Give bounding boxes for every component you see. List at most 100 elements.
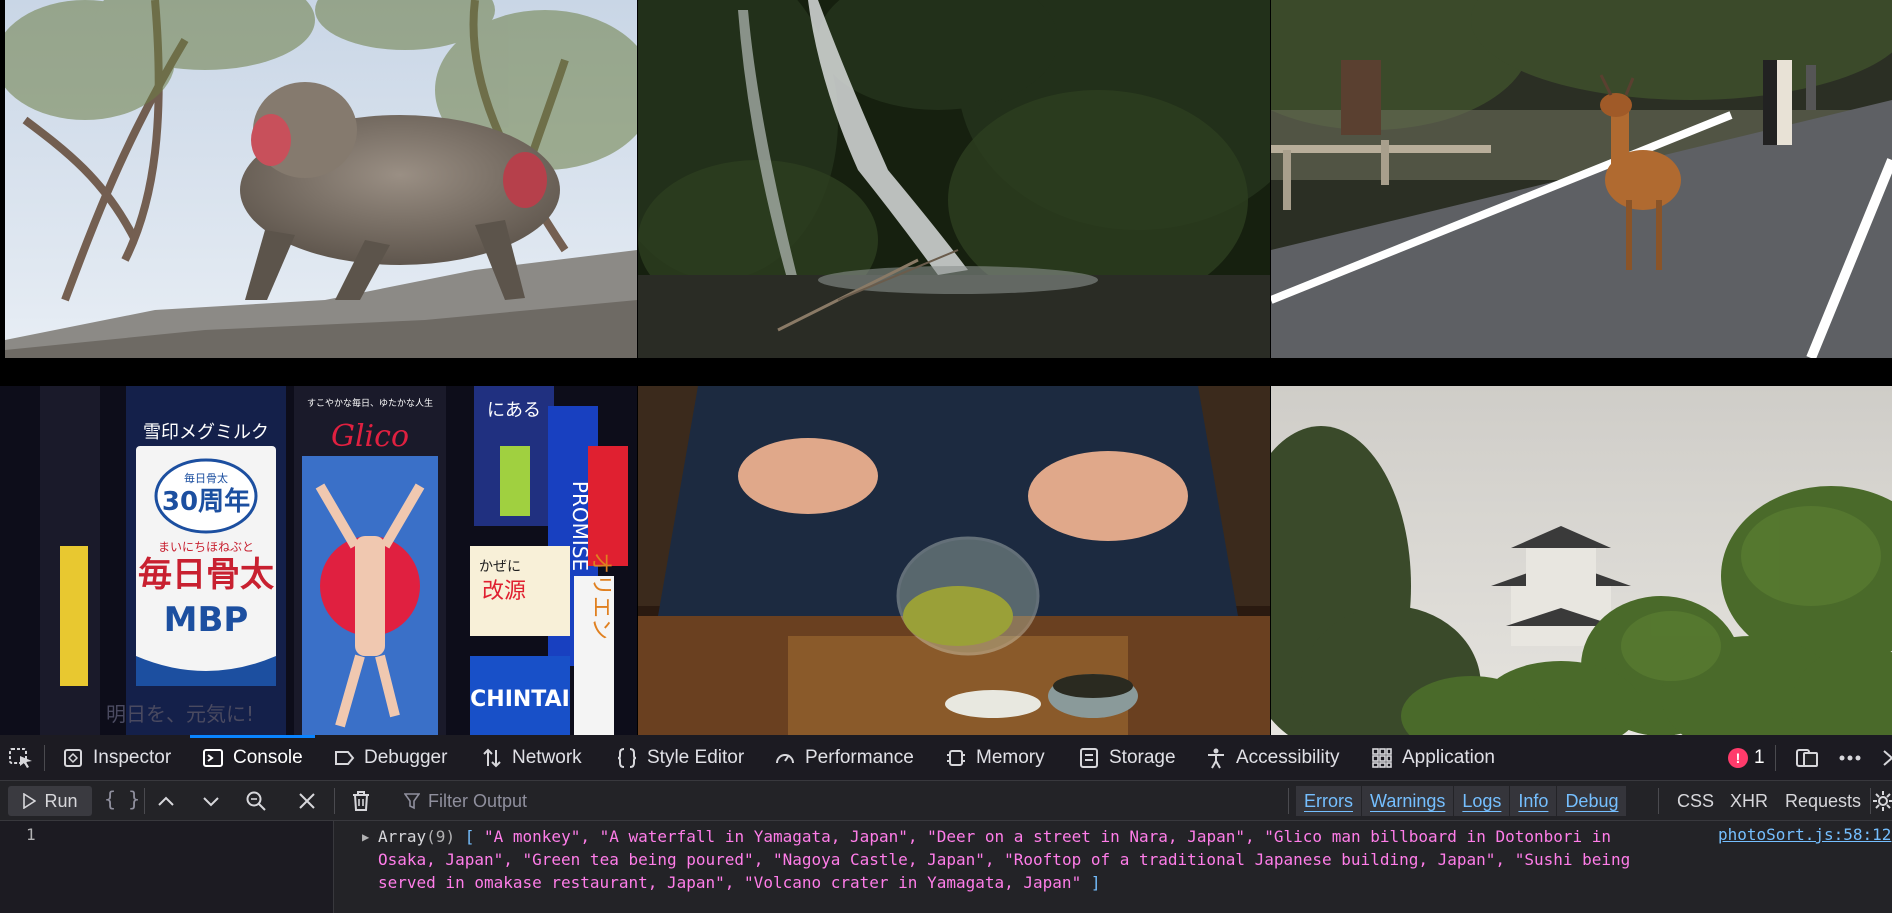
pretty-print-button[interactable]: { }	[104, 787, 141, 811]
editor-line-number: 1	[26, 825, 36, 844]
element-picker-icon[interactable]	[8, 747, 34, 769]
log-item: "Sushi being served in omakase restauran…	[378, 850, 1640, 892]
chevron-down-icon[interactable]	[200, 790, 222, 812]
filter-logs-button[interactable]: Logs	[1454, 786, 1511, 816]
billboard-tagline-text: すこやかな毎日、ゆたかな人生	[307, 397, 433, 409]
tab-inspector[interactable]: Inspector	[62, 735, 171, 781]
expand-triangle-icon[interactable]: ▶	[362, 830, 370, 844]
tab-debugger-label: Debugger	[364, 747, 448, 768]
tab-application[interactable]: Application	[1371, 735, 1495, 781]
photo-castle[interactable]	[1271, 386, 1892, 735]
close-devtools-icon[interactable]	[1880, 747, 1892, 769]
log-message[interactable]: ▶ Array(9) [ "A monkey", "A waterfall in …	[362, 827, 1640, 892]
error-count-badge[interactable]: ! 1	[1728, 735, 1765, 781]
console-icon	[203, 749, 223, 767]
log-array-name: Array	[378, 827, 427, 846]
tab-performance[interactable]: Performance	[774, 735, 914, 781]
run-label: Run	[44, 790, 78, 811]
log-source-link[interactable]: photoSort.js:58:12	[1718, 825, 1892, 844]
tab-network[interactable]: Network	[481, 735, 582, 781]
billboard-kaseni-text: かぜに	[479, 559, 521, 575]
photo-deer[interactable]	[1271, 0, 1892, 358]
network-icon	[483, 748, 501, 768]
log-item: "A waterfall in Yamagata, Japan"	[599, 827, 908, 846]
log-item: "Volcano crater in Yamagata, Japan"	[744, 873, 1082, 892]
toolbar-separator	[1658, 788, 1659, 814]
performance-icon	[776, 754, 794, 764]
billboard-mainichi-text: 毎日骨太	[138, 555, 274, 595]
tab-memory-label: Memory	[976, 747, 1045, 768]
tabbar-separator	[1775, 745, 1776, 771]
tab-style-editor-label: Style Editor	[647, 747, 745, 768]
tab-accessibility[interactable]: Accessibility	[1205, 735, 1339, 781]
filter-placeholder: Filter Output	[428, 790, 528, 811]
chevron-up-icon[interactable]	[155, 790, 177, 812]
tab-console-label: Console	[233, 747, 303, 768]
billboard-niaru-text: にある	[487, 400, 541, 421]
console-settings-icon[interactable]	[1872, 790, 1892, 812]
log-level-filters: Errors Warnings Logs Info Debug	[1296, 786, 1628, 816]
application-icon	[1372, 748, 1392, 768]
log-array-length: (9)	[426, 827, 456, 846]
filter-errors-button[interactable]: Errors	[1296, 786, 1362, 816]
inspector-icon	[64, 749, 82, 767]
billboard-glico-text: Glico	[331, 419, 409, 454]
tab-console[interactable]: Console	[190, 735, 315, 781]
devtools-tabbar: Inspector Console Debugger Network Style…	[0, 735, 1892, 781]
toolbar-separator	[334, 788, 335, 814]
storage-icon	[1080, 748, 1098, 768]
console-editor[interactable]: 1	[0, 821, 334, 913]
tabbar-separator	[44, 745, 45, 771]
tab-application-label: Application	[1402, 747, 1495, 768]
filter-requests-button[interactable]: Requests	[1785, 790, 1862, 811]
more-options-icon[interactable]	[1838, 747, 1862, 769]
console-toolbar: Run { } Filter Output Errors Warnings Lo…	[0, 781, 1892, 821]
log-item: "Nagoya Castle, Japan"	[772, 850, 985, 869]
trash-icon[interactable]	[350, 790, 372, 812]
billboard-meg-text: 雪印メグミルク	[143, 422, 269, 443]
filter-css-button[interactable]: CSS	[1677, 790, 1715, 811]
log-open-bracket: [	[464, 827, 475, 846]
filter-warnings-button[interactable]: Warnings	[1362, 786, 1455, 816]
log-item: "A monkey"	[484, 827, 581, 846]
filter-info-button[interactable]: Info	[1510, 786, 1558, 816]
photo-tea[interactable]	[638, 386, 1270, 735]
tab-memory[interactable]: Memory	[945, 735, 1045, 781]
photo-monkey[interactable]	[5, 0, 637, 358]
toolbar-separator	[144, 788, 145, 814]
console-output: 1 ▶ Array(9) [ "A monkey", "A waterfall i…	[0, 821, 1892, 913]
photo-waterfall[interactable]	[638, 0, 1270, 358]
tab-accessibility-label: Accessibility	[1236, 747, 1340, 768]
billboard-orien-text: オリエン	[588, 552, 613, 640]
memory-icon	[947, 750, 965, 766]
billboard-kana-text: まいにちほねぶと	[158, 540, 254, 554]
responsive-design-icon[interactable]	[1795, 747, 1819, 769]
filter-output-input[interactable]: Filter Output	[404, 786, 527, 816]
photo-billboards[interactable]: 雪印メグミルク 毎日骨太 30周年 まいにちほねぶと 毎日骨太 MBP 明日を、…	[0, 386, 637, 735]
play-icon	[23, 793, 37, 809]
billboard-mbp-text: MBP	[164, 600, 249, 640]
tab-style-editor[interactable]: Style Editor	[616, 735, 744, 781]
billboard-anniv-top-text: 毎日骨太	[184, 472, 228, 485]
billboard-anniv-text: 30周年	[162, 486, 250, 517]
log-item: "Glico man billboard in Dotonbori in Osa…	[378, 827, 1621, 869]
filter-xhr-button[interactable]: XHR	[1730, 790, 1769, 811]
tab-storage-label: Storage	[1109, 747, 1176, 768]
billboard-chintai-text: CHINTAI	[470, 687, 570, 712]
tab-debugger[interactable]: Debugger	[333, 735, 447, 781]
tab-network-label: Network	[512, 747, 582, 768]
toolbar-separator	[1870, 788, 1871, 814]
filter-debug-button[interactable]: Debug	[1557, 786, 1628, 816]
close-editor-icon[interactable]	[296, 790, 318, 812]
error-icon: !	[1728, 748, 1748, 768]
tab-inspector-label: Inspector	[93, 747, 172, 768]
search-icon[interactable]	[245, 790, 267, 812]
style-editor-icon	[617, 748, 637, 768]
log-item: "Green tea being poured"	[522, 850, 754, 869]
photo-gallery: 雪印メグミルク 毎日骨太 30周年 まいにちほねぶと 毎日骨太 MBP 明日を、…	[0, 0, 1892, 735]
tab-storage[interactable]: Storage	[1078, 735, 1176, 781]
log-item: "Deer on a street in Nara, Japan"	[927, 827, 1245, 846]
run-button[interactable]: Run	[8, 786, 92, 816]
filter-icon	[404, 793, 420, 810]
error-count: 1	[1754, 747, 1765, 768]
